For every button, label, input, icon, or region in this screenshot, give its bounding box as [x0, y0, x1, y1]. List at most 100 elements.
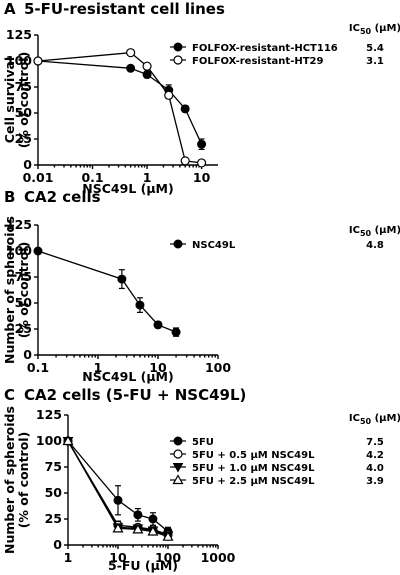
x-tick-label: 100 [155, 550, 181, 565]
x-axis-label: NSC49L (μM) [82, 181, 173, 196]
data-point [164, 90, 174, 100]
x-tick-label: 1 [143, 170, 152, 185]
legend-marker [172, 474, 184, 485]
series-0 [33, 246, 181, 337]
y-axis-label-unit: (% of control) [16, 242, 31, 339]
legend-marker [173, 55, 183, 65]
x-axis-label: NSC49L (μM) [82, 369, 173, 384]
y-tick-label: 75 [45, 459, 62, 474]
data-point [142, 70, 152, 80]
data-point [113, 495, 123, 505]
x-tick-label: 10 [109, 550, 127, 565]
panel-letter: C [4, 386, 15, 404]
legend-marker [172, 463, 184, 473]
data-point [171, 327, 181, 337]
y-tick-label: 125 [6, 217, 32, 232]
ic50-header: IC50 (μM) [349, 23, 400, 36]
ic50-value: 3.1 [366, 56, 384, 67]
ic50-header: IC50 (μM) [349, 225, 400, 238]
panel-letter: A [4, 0, 16, 18]
y-tick-label: 0 [23, 157, 32, 172]
x-tick-label: 1 [64, 550, 73, 565]
x-tick-label: 0.1 [27, 360, 49, 375]
y-tick-label: 25 [15, 321, 32, 336]
series-line [37, 60, 203, 145]
y-tick-label: 25 [45, 511, 62, 526]
y-tick-label: 50 [15, 295, 33, 310]
data-point [133, 510, 143, 520]
data-point [126, 48, 136, 58]
ic50-value: 3.9 [366, 476, 384, 487]
y-axis-label: Cell survival [2, 57, 17, 143]
y-tick-label: 125 [36, 407, 62, 422]
ic50-value: 5.4 [366, 43, 384, 54]
data-point [148, 514, 158, 524]
x-tick-label: 100 [205, 360, 231, 375]
chart-panel-c: C CA2 cells (5-FU + NSC49L) 0 25 50 75 100 125 1… [2, 386, 400, 573]
chart-panel-b: B CA2 cells 0 25 50 75 100 125 0.1 1 10 100 NSC49L (… [2, 188, 400, 384]
panel-title: 5-FU-resistant cell lines [24, 0, 225, 18]
y-tick-label: 125 [6, 27, 32, 42]
data-point [112, 522, 124, 533]
ic50-value: 4.8 [366, 240, 384, 251]
y-tick-label: 75 [15, 79, 32, 94]
y-tick-label: 100 [36, 433, 62, 448]
y-tick-label: 100 [6, 53, 32, 68]
ic50-value: 7.5 [366, 437, 384, 448]
y-tick-label: 100 [6, 243, 32, 258]
y-tick-label: 50 [15, 105, 33, 120]
series-3 [62, 435, 174, 541]
y-tick-label: 50 [45, 485, 63, 500]
data-point [135, 300, 145, 310]
data-point [197, 139, 207, 149]
x-tick-label: 0.1 [81, 170, 103, 185]
data-point [126, 63, 136, 73]
legend-marker [173, 449, 183, 459]
x-tick-label: 0.01 [23, 170, 54, 185]
series-1 [33, 48, 207, 168]
ic50-value: 4.0 [366, 463, 384, 474]
data-point [33, 246, 43, 256]
data-point [142, 61, 152, 71]
panel-title: CA2 cells (5-FU + NSC49L) [24, 386, 246, 404]
y-axis-label: Number of spheroids [2, 216, 17, 364]
legend-label: 5FU + 1.0 μM NSC49L [192, 463, 315, 474]
data-point [132, 523, 144, 534]
panel-title: CA2 cells [24, 188, 101, 206]
legend-label: FOLFOX-resistant-HCT116 [192, 43, 338, 54]
y-tick-label: 75 [15, 269, 32, 284]
series-0 [33, 56, 207, 150]
data-point [117, 274, 127, 284]
data-point [62, 435, 74, 446]
data-point [33, 56, 43, 66]
panel-letter: B [4, 188, 15, 206]
x-tick-label: 10 [193, 170, 211, 185]
y-axis-label-unit: (% of control) [16, 52, 31, 149]
series-line [37, 52, 202, 164]
legend-marker [173, 42, 183, 52]
data-point [180, 156, 190, 166]
legend-label: FOLFOX-resistant-HT29 [192, 56, 323, 67]
y-axis-label: Number of spheroids [2, 406, 17, 554]
data-point [180, 104, 190, 114]
legend-label: 5FU + 0.5 μM NSC49L [192, 450, 315, 461]
legend-marker [173, 239, 183, 249]
ic50-header: IC50 (μM) [349, 413, 400, 426]
chart-panel-a: A 5-FU-resistant cell lines 0 25 50 75 100 125 0… [2, 0, 400, 196]
y-tick-label: 25 [15, 131, 32, 146]
ic50-value: 4.2 [366, 450, 384, 461]
data-point [147, 525, 159, 536]
legend-label: NSC49L [192, 240, 236, 251]
x-tick-label: 1000 [201, 550, 236, 565]
legend-marker [173, 436, 183, 446]
legend-label: 5FU [192, 437, 214, 448]
data-point [162, 530, 174, 541]
data-point [153, 320, 163, 330]
data-point [196, 158, 207, 168]
x-axis-label: 5-FU (μM) [108, 558, 178, 573]
y-tick-label: 0 [53, 537, 62, 552]
y-tick-label: 0 [23, 347, 32, 362]
y-axis-label-unit: (% of control) [16, 432, 31, 529]
series-line [37, 250, 177, 333]
